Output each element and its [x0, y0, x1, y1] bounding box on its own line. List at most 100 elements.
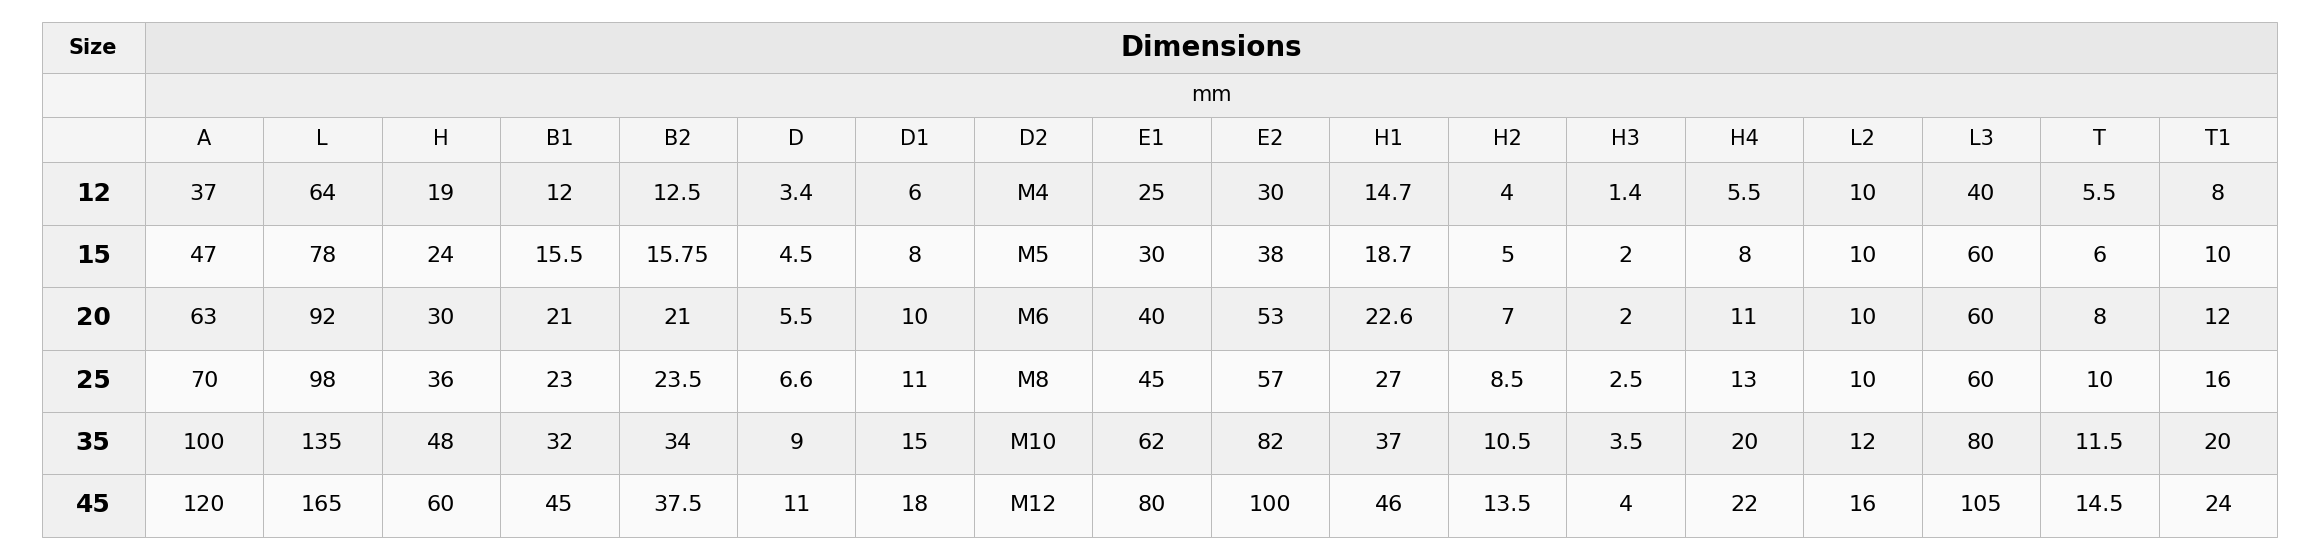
Bar: [1922, 162, 2041, 225]
Bar: [737, 225, 856, 287]
Bar: [1211, 117, 1329, 162]
Text: 2.5: 2.5: [1607, 371, 1644, 391]
Text: 10.5: 10.5: [1482, 433, 1533, 453]
Text: 5: 5: [1500, 246, 1514, 266]
Bar: [1211, 412, 1329, 474]
Bar: [1447, 287, 1565, 349]
Text: 165: 165: [301, 495, 343, 515]
Bar: [42, 22, 144, 73]
Bar: [619, 349, 737, 412]
Bar: [383, 474, 501, 537]
Bar: [619, 162, 737, 225]
Bar: [42, 162, 144, 225]
Bar: [1686, 225, 1804, 287]
Text: 18.7: 18.7: [1364, 246, 1412, 266]
Bar: [1922, 349, 2041, 412]
Bar: [1804, 287, 1922, 349]
Bar: [1211, 162, 1329, 225]
Text: 8.5: 8.5: [1489, 371, 1526, 391]
Text: 98: 98: [308, 371, 336, 391]
Text: H: H: [434, 130, 448, 149]
Bar: [2041, 162, 2159, 225]
Text: 37: 37: [190, 183, 218, 203]
Bar: [144, 225, 262, 287]
Text: 30: 30: [427, 309, 455, 328]
Text: 60: 60: [1967, 371, 1994, 391]
Text: 1.4: 1.4: [1607, 183, 1644, 203]
Text: 16: 16: [2203, 371, 2233, 391]
Text: 63: 63: [190, 309, 218, 328]
Bar: [1329, 225, 1447, 287]
Text: T: T: [2094, 130, 2106, 149]
Text: 13: 13: [1730, 371, 1758, 391]
Text: mm: mm: [1190, 85, 1231, 105]
Text: H4: H4: [1730, 130, 1758, 149]
Bar: [1447, 162, 1565, 225]
Text: 60: 60: [1967, 309, 1994, 328]
Text: 14.5: 14.5: [2076, 495, 2124, 515]
Text: 5.5: 5.5: [779, 309, 814, 328]
Text: D: D: [788, 130, 805, 149]
Bar: [1804, 225, 1922, 287]
Text: H2: H2: [1493, 130, 1521, 149]
Text: 24: 24: [427, 246, 455, 266]
Text: 82: 82: [1257, 433, 1285, 453]
Bar: [1686, 287, 1804, 349]
Text: 2: 2: [1619, 309, 1633, 328]
Bar: [144, 73, 2277, 117]
Bar: [1686, 162, 1804, 225]
Text: A: A: [197, 130, 211, 149]
Bar: [144, 412, 262, 474]
Text: 15: 15: [77, 244, 111, 268]
Text: 11: 11: [782, 495, 809, 515]
Text: L: L: [315, 130, 327, 149]
Bar: [2041, 117, 2159, 162]
Bar: [42, 349, 144, 412]
Bar: [144, 117, 262, 162]
Text: 6: 6: [2092, 246, 2106, 266]
Bar: [1211, 287, 1329, 349]
Bar: [2159, 474, 2277, 537]
Text: M5: M5: [1016, 246, 1051, 266]
Bar: [737, 349, 856, 412]
Text: 10: 10: [1848, 246, 1876, 266]
Text: 13.5: 13.5: [1482, 495, 1533, 515]
Bar: [1565, 117, 1686, 162]
Bar: [144, 474, 262, 537]
Text: 80: 80: [1967, 433, 1994, 453]
Bar: [2159, 412, 2277, 474]
Bar: [619, 474, 737, 537]
Bar: [1565, 162, 1686, 225]
Text: 12: 12: [545, 183, 573, 203]
Text: 78: 78: [308, 246, 336, 266]
Text: 105: 105: [1960, 495, 2001, 515]
Bar: [501, 287, 619, 349]
Bar: [383, 225, 501, 287]
Text: 45: 45: [1139, 371, 1166, 391]
Bar: [1804, 349, 1922, 412]
Bar: [262, 162, 383, 225]
Text: 37: 37: [1375, 433, 1403, 453]
Bar: [262, 117, 383, 162]
Text: 10: 10: [900, 309, 930, 328]
Text: 32: 32: [545, 433, 573, 453]
Text: 37.5: 37.5: [654, 495, 703, 515]
Text: 23.5: 23.5: [654, 371, 703, 391]
Bar: [974, 117, 1092, 162]
Bar: [1092, 225, 1211, 287]
Bar: [1329, 474, 1447, 537]
Text: 100: 100: [183, 433, 225, 453]
Text: 60: 60: [427, 495, 455, 515]
Text: 25: 25: [77, 369, 111, 393]
Bar: [1211, 474, 1329, 537]
Bar: [1686, 474, 1804, 537]
Text: 4: 4: [1619, 495, 1633, 515]
Bar: [2041, 349, 2159, 412]
Bar: [619, 225, 737, 287]
Bar: [1092, 412, 1211, 474]
Text: 15.5: 15.5: [533, 246, 584, 266]
Text: 80: 80: [1139, 495, 1166, 515]
Bar: [1329, 349, 1447, 412]
Text: 22.6: 22.6: [1364, 309, 1412, 328]
Bar: [383, 287, 501, 349]
